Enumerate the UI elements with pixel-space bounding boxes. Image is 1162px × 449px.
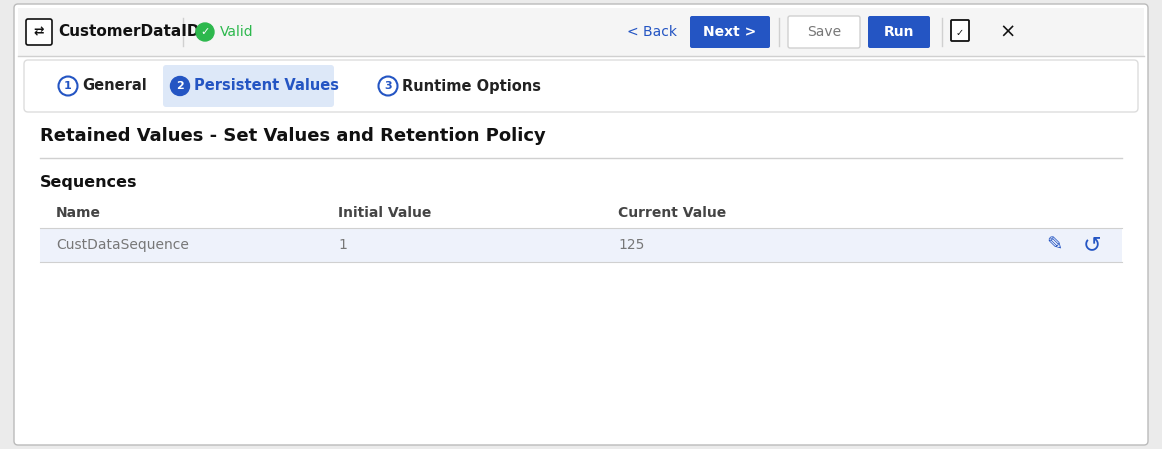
Text: ✓: ✓	[200, 27, 209, 37]
Text: 2: 2	[177, 81, 184, 91]
FancyBboxPatch shape	[14, 4, 1148, 445]
Text: 125: 125	[618, 238, 645, 252]
Text: Current Value: Current Value	[618, 206, 726, 220]
Text: < Back: < Back	[627, 25, 677, 39]
Text: CustomerDataIDs: CustomerDataIDs	[58, 25, 208, 40]
FancyBboxPatch shape	[868, 16, 930, 48]
Text: Runtime Options: Runtime Options	[402, 79, 541, 93]
FancyBboxPatch shape	[40, 228, 1122, 262]
Text: Valid: Valid	[220, 25, 253, 39]
FancyBboxPatch shape	[690, 16, 770, 48]
Text: ⇄: ⇄	[34, 26, 44, 39]
Text: 1: 1	[64, 81, 72, 91]
Circle shape	[196, 23, 214, 41]
Text: Persistent Values: Persistent Values	[194, 79, 339, 93]
FancyBboxPatch shape	[951, 20, 969, 41]
FancyBboxPatch shape	[788, 16, 860, 48]
Text: Initial Value: Initial Value	[338, 206, 431, 220]
Circle shape	[171, 76, 189, 96]
Text: 3: 3	[385, 81, 392, 91]
Text: ×: ×	[999, 22, 1017, 41]
FancyBboxPatch shape	[26, 19, 52, 45]
Text: General: General	[83, 79, 146, 93]
Text: 1: 1	[338, 238, 347, 252]
Text: CustDataSequence: CustDataSequence	[56, 238, 189, 252]
Text: ✓: ✓	[956, 28, 964, 38]
Text: ✎: ✎	[1046, 235, 1062, 255]
FancyBboxPatch shape	[17, 8, 1145, 56]
Circle shape	[58, 76, 78, 96]
Circle shape	[379, 76, 397, 96]
Text: Sequences: Sequences	[40, 176, 137, 190]
Text: Run: Run	[884, 25, 914, 39]
Text: Save: Save	[806, 25, 841, 39]
FancyBboxPatch shape	[24, 60, 1138, 112]
Text: ↺: ↺	[1083, 235, 1102, 255]
Text: Name: Name	[56, 206, 101, 220]
Text: Retained Values - Set Values and Retention Policy: Retained Values - Set Values and Retenti…	[40, 127, 546, 145]
Text: Next >: Next >	[703, 25, 756, 39]
FancyBboxPatch shape	[163, 65, 333, 107]
